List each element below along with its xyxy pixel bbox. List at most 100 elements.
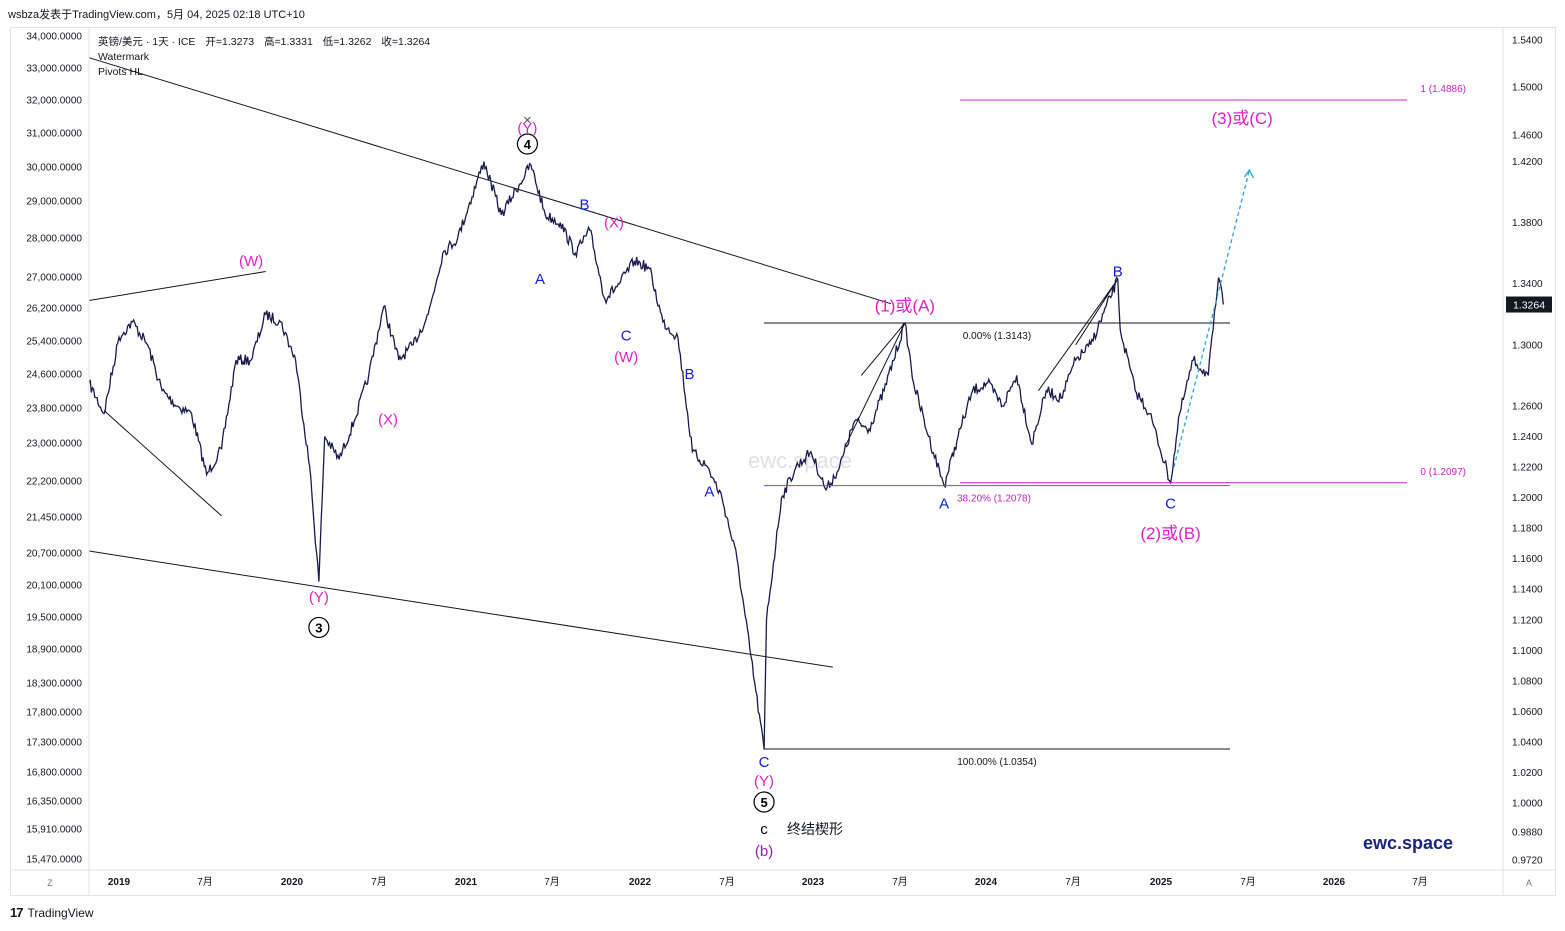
wave-label: (X) — [378, 412, 398, 429]
trend-line — [103, 410, 222, 517]
wave-label: (2)或(B) — [1140, 524, 1200, 543]
right-axis-tick-label: 1.3400 — [1512, 279, 1543, 290]
axes-layer: 34,000.0000 33,000.0000 32,000.0000 31,000.… — [10, 28, 1556, 896]
right-axis-tick-label: 1.2600 — [1512, 401, 1543, 412]
left-axis-tick-label: 16,350.0000 — [26, 797, 82, 808]
left-axis-tick-label: 33,000.0000 — [26, 64, 82, 75]
left-axis-tick-label: 15,910.0000 — [26, 825, 82, 836]
left-axis-tick-label: 16,800.0000 — [26, 768, 82, 779]
right-axis-tick-label: 1.4200 — [1512, 157, 1543, 168]
time-axis-tick-label: 2020 — [281, 877, 304, 888]
fib-retracement-label: 0.00% (1.3143) — [963, 331, 1031, 342]
wave-label: (Y) — [754, 773, 774, 790]
time-axis-tick-label: 7月 — [1240, 876, 1256, 888]
right-axis-tick-label: 1.3000 — [1512, 340, 1543, 351]
right-axis-tick-label: 1.3800 — [1512, 218, 1543, 229]
wave-label: (W) — [239, 253, 263, 270]
wave-label: A — [704, 483, 714, 500]
right-axis-tick-label: 1.0600 — [1512, 707, 1543, 718]
projection-line — [1173, 169, 1251, 468]
left-axis-tick-label: 19,500.0000 — [26, 613, 82, 624]
legend-symbol[interactable]: 英镑/美元 · 1天 · ICE — [98, 36, 196, 48]
axis-corner-left: Z — [47, 878, 53, 888]
wave-circle-marker — [308, 616, 330, 639]
wave-labels-layer: (W)(Y)3(X)×4(Y)AB(X)C(W)BAC(Y)5c(b)(1)或(… — [239, 109, 1273, 860]
price-series-layer — [88, 161, 1224, 750]
left-axis-tick-label: 18,300.0000 — [26, 679, 82, 690]
footer-brand: TradingView — [27, 905, 94, 920]
publisher-header: wsbza发表于TradingView.com，5月 04, 2025 02:1… — [8, 9, 305, 21]
left-axis-tick-label: 32,000.0000 — [26, 96, 82, 107]
right-axis-tick-label: 0.9720 — [1512, 856, 1543, 867]
left-axis-tick-label: 20,700.0000 — [26, 549, 82, 560]
last-price-tag — [1506, 296, 1552, 313]
legend-indicator-pivots[interactable]: Pivots HL — [98, 66, 143, 78]
wave-label: A — [939, 496, 949, 513]
left-axis-tick-label: 20,100.0000 — [26, 581, 82, 592]
wave-label: (1)或(A) — [875, 297, 935, 316]
wave-label: × — [523, 112, 532, 129]
wave-label: 3 — [315, 620, 322, 635]
wave-label: c — [760, 821, 768, 838]
wave-label: (X) — [604, 215, 624, 232]
right-axis-tick-label: 1.2000 — [1512, 493, 1543, 504]
right-axis-tick-label: 1.1200 — [1512, 615, 1543, 626]
right-axis-tick-label: 1.1800 — [1512, 524, 1543, 535]
left-axis-tick-label: 26,200.0000 — [26, 304, 82, 315]
wave-label: A — [535, 271, 545, 288]
left-axis-tick-label: 30,000.0000 — [26, 163, 82, 174]
time-axis-tick-label: 7月 — [719, 876, 735, 888]
left-axis-tick-label: 22,200.0000 — [26, 477, 82, 488]
site-watermark: ewc.space — [1363, 833, 1453, 853]
wave-label: (W) — [614, 349, 638, 366]
legend-indicator-watermark[interactable]: Watermark — [98, 51, 149, 63]
right-axis-tick-label: 0.9880 — [1512, 828, 1543, 839]
left-axis-tick-label: 25,400.0000 — [26, 337, 82, 348]
time-axis-tick-label: 7月 — [544, 876, 560, 888]
right-axis-tick-label: 1.5400 — [1512, 36, 1543, 47]
time-axis-tick-label: 2022 — [629, 877, 652, 888]
time-axis-tick-label: 7月 — [892, 876, 908, 888]
axis-corner-right: A — [1526, 878, 1532, 888]
wave-label: 4 — [524, 137, 532, 152]
left-axis-tick-label: 28,000.0000 — [26, 234, 82, 245]
time-axis-tick-label: 7月 — [1065, 876, 1081, 888]
fib-retracement-label: 100.00% (1.0354) — [957, 757, 1037, 768]
wave-label: B — [580, 196, 590, 213]
right-axis-tick-label: 1.0400 — [1512, 737, 1543, 748]
wave-label: B — [685, 366, 695, 383]
left-axis-tick-label: 23,000.0000 — [26, 439, 82, 450]
right-axis-tick-label: 1.2400 — [1512, 432, 1543, 443]
wave-label: (Y) — [309, 589, 329, 606]
left-axis-tick-label: 17,800.0000 — [26, 708, 82, 719]
right-axis-tick-label: 1.4600 — [1512, 131, 1543, 142]
wave-label: B — [1113, 264, 1123, 281]
left-axis-tick-label: 21,450.0000 — [26, 513, 82, 524]
right-axis-tick-label: 1.1000 — [1512, 646, 1543, 657]
right-axis-tick-label: 1.0800 — [1512, 676, 1543, 687]
trend-line — [88, 57, 891, 305]
tradingview-footer[interactable]: 17 TradingView — [10, 905, 94, 920]
time-axis-tick-label: 2024 — [975, 877, 998, 888]
right-axis-tick-label: 1.0000 — [1512, 799, 1543, 810]
wave-circle-marker — [516, 133, 539, 155]
projection-arrowhead — [1243, 168, 1255, 179]
wave-label: 5 — [760, 795, 767, 810]
right-axis-tick-label: 1.5000 — [1512, 83, 1543, 94]
wave-circle-marker — [753, 791, 775, 813]
drawing-tools-layer: 0.00% (1.3143) 38.20% (1.2078) 100.00% (1.… — [88, 57, 1466, 768]
wave-label: (Y) — [517, 120, 537, 137]
left-axis-tick-label: 31,000.0000 — [26, 129, 82, 140]
time-axis-tick-label: 7月 — [197, 876, 213, 888]
wedge-annotation: 终结楔形 — [787, 821, 843, 837]
time-axis-tick-label: 2026 — [1323, 877, 1346, 888]
left-axis-tick-label: 15,470.0000 — [26, 855, 82, 866]
left-axis-tick-label: 27,000.0000 — [26, 273, 82, 284]
left-axis-tick-label: 17,300.0000 — [26, 738, 82, 749]
fib-extension-label: 1 (1.4886) — [1420, 84, 1466, 95]
fib-retracement-label: 38.20% (1.2078) — [957, 494, 1031, 505]
legend-high: 高=1.3331 — [264, 36, 313, 48]
time-axis-tick-label: 7月 — [1412, 876, 1428, 888]
